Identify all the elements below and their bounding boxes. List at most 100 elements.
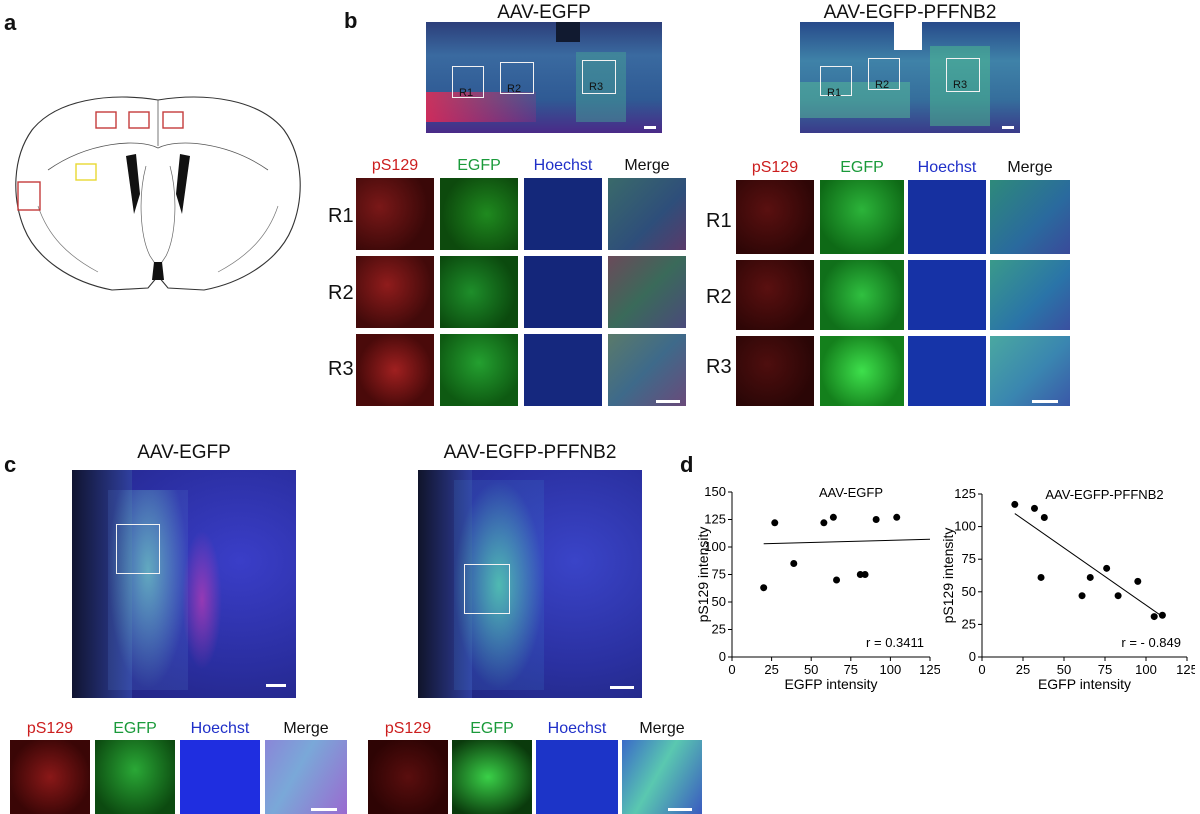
plot1-data-point: [893, 513, 901, 521]
tile-right-r3-hoechst: [908, 336, 986, 406]
tile-right-r2-hoechst: [908, 260, 986, 330]
plot2-x-tick-label: 0: [978, 662, 985, 677]
plot2-x-tick-label: 50: [1057, 662, 1071, 677]
plot2-data-point: [1078, 592, 1086, 600]
tile-right-r1-ps129: [736, 180, 814, 254]
tile-left-r2-egfp: [440, 256, 518, 328]
row-label-r1-right: R1: [706, 210, 732, 232]
panel-c-header-merge-left: Merge: [283, 720, 329, 737]
panel-c-title-right: AAV-EGFP-PFFNB2: [443, 442, 617, 463]
tile-left-r2-ps129: [356, 256, 434, 328]
plot1-data-point: [829, 513, 837, 521]
panel-c-header-hoechst-right: Hoechst: [547, 720, 607, 737]
plot2-data-point: [1158, 611, 1166, 619]
channel-header-hoechst-left: Hoechst: [533, 157, 593, 174]
panel-c-header-merge-right: Merge: [639, 720, 685, 737]
panel-label-a: a: [4, 10, 17, 35]
tile-right-r3-merge: [990, 336, 1070, 406]
plot2-y-tick-label: 75: [962, 551, 976, 566]
plot1-data-point: [861, 571, 869, 578]
plot2-x-tick-label: 25: [1016, 662, 1030, 677]
plot1-y-tick-label: 150: [704, 484, 726, 499]
panel-b-title-right: AAV-EGFP-PFFNB2: [823, 2, 997, 23]
tile-left-r3-ps129: [356, 334, 434, 406]
tile-left-r3-merge: [608, 334, 686, 406]
plot1-y-tick-label: 75: [712, 567, 726, 582]
plot1-fit-line: [763, 538, 931, 545]
panel-c-tile-left-merge: [265, 740, 347, 814]
roi-box-red-4: [17, 181, 41, 211]
plot2-r-annotation: r = - 0.849: [1121, 635, 1181, 650]
row-label-r2-right: R2: [706, 286, 732, 308]
scatter-plot-aav-egfp-pffnb2: 0 25 50 75 100 125 0 25 50 75 100 125 EGFP intensity…: [940, 486, 1195, 692]
plot2-y-tick-label: 50: [962, 584, 976, 599]
tile-right-r2-egfp: [820, 260, 904, 330]
tile-left-r2-hoechst: [524, 256, 602, 328]
roi-box-red-2: [128, 111, 150, 129]
plot1-data-point: [790, 560, 798, 567]
plot1-data-point: [760, 584, 768, 592]
plot1-data-point: [820, 519, 828, 527]
plot2-x-tick-label: 125: [1176, 662, 1195, 677]
channel-header-ps129-right: pS129: [751, 159, 799, 176]
roi-label-r3-left: R3: [589, 81, 604, 93]
tile-left-r1-merge: [608, 178, 686, 250]
plot2-y-tick-label: 100: [954, 519, 976, 534]
panel-c-header-ps129-left: pS129: [26, 720, 74, 737]
panel-c-tile-right-egfp: [452, 740, 532, 814]
tile-right-r2-merge: [990, 260, 1070, 330]
plot1-x-tick-label: 125: [919, 662, 940, 677]
section-image-aav-egfp-pffnb2: [418, 470, 642, 698]
plot2-data-point: [1040, 513, 1048, 521]
plot2-x-axis-label: EGFP intensity: [1038, 676, 1131, 692]
panel-c-header-hoechst-left: Hoechst: [190, 720, 250, 737]
plot1-y-tick-label: 0: [719, 649, 726, 664]
plot1-y-tick-label: 50: [712, 594, 726, 609]
panel-c-tile-left-hoechst: [180, 740, 260, 814]
plot2-data-point: [1150, 613, 1158, 621]
roi-box-red-1: [95, 111, 117, 129]
plot1-y-tick-label: 100: [704, 539, 726, 554]
overview-image-aav-egfp-pffnb2: R1 R2 R3: [800, 22, 1020, 133]
plot2-data-point: [1011, 500, 1019, 508]
channel-header-egfp-right: EGFP: [840, 159, 884, 176]
plot2-data-point: [1086, 573, 1094, 581]
plot1-data-point: [872, 516, 880, 523]
plot1-x-axis-label: EGFP intensity: [784, 676, 877, 692]
row-label-r3-right: R3: [706, 356, 732, 378]
channel-header-hoechst-right: Hoechst: [917, 159, 977, 176]
roi-label-r2-left: R2: [507, 83, 522, 95]
section-image-aav-egfp: [72, 470, 296, 698]
row-label-r3-left: R3: [328, 358, 354, 380]
channel-header-merge-left: Merge: [624, 157, 670, 174]
tile-right-r1-hoechst: [908, 180, 986, 254]
panel-c-tile-right-hoechst: [536, 740, 618, 814]
plot1-x-tick-label: 0: [728, 662, 735, 677]
tile-right-r3-egfp: [820, 336, 904, 406]
row-label-r1-left: R1: [328, 205, 354, 227]
tile-left-r1-ps129: [356, 178, 434, 250]
roi-label-r3-right: R3: [953, 79, 968, 91]
channel-header-egfp-left: EGFP: [457, 157, 501, 174]
row-label-r2-left: R2: [328, 282, 354, 304]
channel-header-ps129-left: pS129: [371, 157, 419, 174]
plot2-y-tick-label: 0: [969, 649, 976, 664]
plot1-x-tick-label: 25: [764, 662, 778, 677]
plot1-y-tick-label: 25: [712, 622, 726, 637]
tile-right-r1-egfp: [820, 180, 904, 254]
plot2-y-tick-label: 25: [962, 616, 976, 631]
panel-c-tile-right-ps129: [368, 740, 448, 814]
tile-right-r2-ps129: [736, 260, 814, 330]
plot1-data-point: [833, 576, 841, 584]
plot2-data-point: [1134, 577, 1142, 585]
panel-c-tile-left-egfp: [95, 740, 175, 814]
overview-image-aav-egfp: R1 R2 R3: [426, 22, 662, 133]
panel-c-tile-left-ps129: [10, 740, 90, 814]
panel-c-header-egfp-right: EGFP: [470, 720, 514, 737]
plot2-y-axis-label: pS129 intensity: [940, 528, 956, 624]
plot2-x-tick-label: 75: [1098, 662, 1112, 677]
plot1-x-tick-label: 100: [880, 662, 902, 677]
plot2-x-tick-label: 100: [1135, 662, 1157, 677]
panel-label-c: c: [4, 452, 17, 477]
roi-label-r2-right: R2: [875, 79, 890, 91]
